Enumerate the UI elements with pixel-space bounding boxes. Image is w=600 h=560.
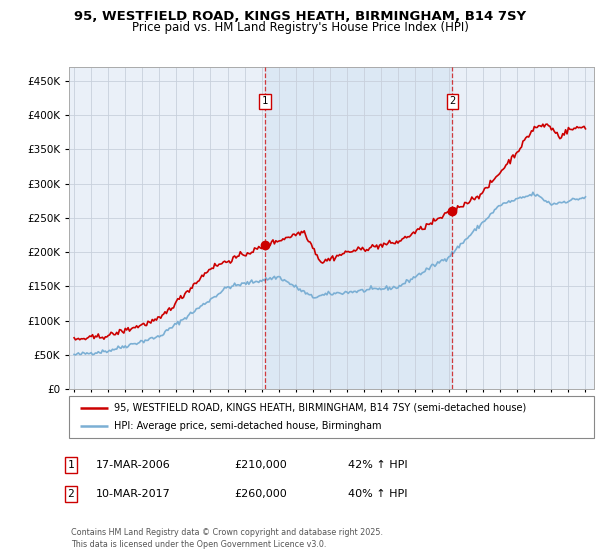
Text: 2: 2 [67, 489, 74, 499]
Text: 1: 1 [67, 460, 74, 470]
Text: Contains HM Land Registry data © Crown copyright and database right 2025.
This d: Contains HM Land Registry data © Crown c… [71, 528, 383, 549]
Text: 95, WESTFIELD ROAD, KINGS HEATH, BIRMINGHAM, B14 7SY: 95, WESTFIELD ROAD, KINGS HEATH, BIRMING… [74, 10, 526, 22]
Text: 40% ↑ HPI: 40% ↑ HPI [348, 489, 407, 499]
Text: 42% ↑ HPI: 42% ↑ HPI [348, 460, 407, 470]
Text: £260,000: £260,000 [234, 489, 287, 499]
Text: 1: 1 [262, 96, 268, 106]
Text: 10-MAR-2017: 10-MAR-2017 [96, 489, 171, 499]
Text: 2: 2 [449, 96, 455, 106]
Bar [265, 67, 452, 389]
FancyBboxPatch shape [69, 396, 594, 438]
Text: HPI: Average price, semi-detached house, Birmingham: HPI: Average price, semi-detached house,… [113, 421, 381, 431]
Text: Price paid vs. HM Land Registry's House Price Index (HPI): Price paid vs. HM Land Registry's House … [131, 21, 469, 34]
Text: 17-MAR-2006: 17-MAR-2006 [96, 460, 171, 470]
Text: 95, WESTFIELD ROAD, KINGS HEATH, BIRMINGHAM, B14 7SY (semi-detached house): 95, WESTFIELD ROAD, KINGS HEATH, BIRMING… [113, 403, 526, 413]
Text: £210,000: £210,000 [234, 460, 287, 470]
